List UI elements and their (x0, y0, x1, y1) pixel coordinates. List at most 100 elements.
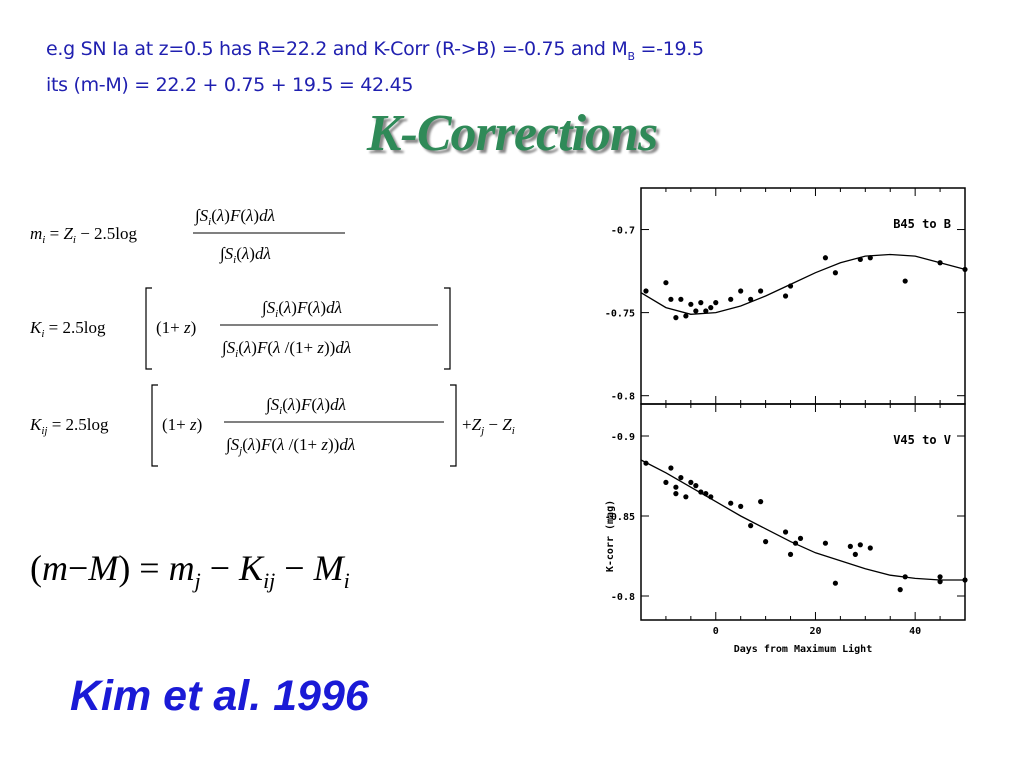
svg-text:Ki = 2.5log: Ki = 2.5log (30, 318, 106, 340)
data-point (643, 460, 649, 466)
cross-band-k-correction-equation: Kij = 2.5log (1+ z) ∫Si(λ)F(λ)dλ ∫Sj(λ)F… (30, 384, 515, 467)
data-point (668, 296, 674, 302)
data-point (937, 574, 943, 580)
magnitude-equation: mi = Zi − 2.5log ∫Si(λ)F(λ)dλ ∫Si(λ)dλ (30, 206, 345, 266)
svg-text:+Zj − Zi: +Zj − Zi (462, 415, 515, 437)
data-point (678, 296, 684, 302)
distance-modulus-equation: (m−M) = mj − Kij − Mi (30, 548, 350, 593)
svg-text:∫Si(λ)F(λ)dλ: ∫Si(λ)F(λ)dλ (194, 206, 275, 228)
fit-curve (640, 459, 965, 581)
svg-text:∫Sj(λ)F(λ /(1+ z))dλ: ∫Sj(λ)F(λ /(1+ z))dλ (225, 435, 355, 457)
data-point (937, 260, 943, 266)
k-correction-plot: -0.8 -0.75 -0.7 B45 to B -0.9 -0.85 -0.8 0 20 40… (605, 187, 968, 655)
intro-line-1: e.g SN Ia at z=0.5 has R=22.2 and K-Corr… (46, 38, 704, 63)
data-point (832, 580, 838, 586)
data-point (688, 479, 694, 485)
data-point (852, 551, 858, 557)
svg-text:mi = Zi − 2.5log: mi = Zi − 2.5log (30, 224, 138, 246)
intro-line-2: its (m-M) = 22.2 + 0.75 + 19.5 = 42.45 (46, 74, 414, 96)
plot-panel-b45-to-b: -0.8 -0.75 -0.7 B45 to B (605, 187, 968, 405)
intro-line-1-tail: =-19.5 (634, 38, 705, 60)
data-point (902, 278, 908, 284)
data-point (693, 308, 699, 314)
data-point (663, 280, 669, 286)
data-point (673, 484, 679, 490)
data-point (832, 270, 838, 276)
data-point (797, 535, 804, 541)
data-point (857, 542, 863, 548)
data-point (782, 529, 789, 535)
plot-panel-v45-to-v: -0.9 -0.85 -0.8 0 20 40 V45 to V (605, 403, 968, 637)
svg-text:∫Si(λ)dλ: ∫Si(λ)dλ (219, 244, 271, 266)
data-point (738, 503, 744, 509)
x-tick-label: 0 (713, 626, 719, 637)
panel-frame (640, 403, 966, 621)
data-point (962, 577, 968, 583)
intro-line-1-main: e.g SN Ia at z=0.5 has R=22.2 and K-Corr… (46, 38, 628, 60)
data-point (822, 540, 829, 546)
data-point (787, 551, 794, 557)
y-tick-label: -0.9 (611, 432, 635, 443)
y-tick-label: -0.8 (611, 392, 635, 403)
y-tick-label: -0.8 (611, 592, 635, 603)
svg-text:(1+ z): (1+ z) (156, 318, 196, 337)
x-axis-label: Days from Maximum Light (734, 643, 872, 655)
data-point (897, 587, 903, 593)
data-point (688, 301, 694, 307)
data-point (698, 489, 704, 495)
data-point (902, 574, 908, 580)
panel-label: B45 to B (893, 217, 951, 231)
data-point (703, 491, 709, 497)
data-point (792, 540, 799, 546)
data-point (758, 288, 764, 294)
data-point (867, 545, 873, 551)
data-point (758, 499, 764, 505)
svg-text:(m−M) = mj − Kij − Mi: (m−M) = mj − Kij − Mi (30, 548, 350, 593)
data-point (673, 315, 679, 321)
svg-text:(1+ z): (1+ z) (162, 415, 202, 434)
data-point (678, 475, 684, 481)
data-point (738, 288, 744, 294)
data-point (663, 479, 669, 485)
y-tick-label: -0.85 (605, 512, 635, 523)
y-axis-label: K-corr (mag) (605, 500, 616, 572)
data-point (683, 313, 689, 319)
intro-line-1-subscript: B (627, 49, 636, 63)
x-tick-label: 20 (809, 626, 821, 637)
data-point (698, 300, 704, 306)
data-point (703, 308, 709, 314)
data-point (708, 494, 714, 500)
data-point (782, 293, 789, 299)
data-point (713, 300, 719, 306)
data-point (962, 266, 968, 273)
data-point (787, 283, 794, 289)
y-tick-label: -0.75 (605, 309, 635, 320)
data-point (668, 465, 674, 471)
data-point (693, 483, 699, 489)
data-point (857, 256, 863, 263)
svg-text:∫Si(λ)F(λ /(1+ z))dλ: ∫Si(λ)F(λ /(1+ z))dλ (221, 338, 351, 360)
data-point (673, 491, 679, 497)
fit-curve (640, 253, 966, 315)
panel-label: V45 to V (893, 433, 951, 447)
data-point (937, 579, 943, 585)
y-tick-label: -0.7 (611, 226, 635, 237)
data-point (822, 255, 829, 261)
svg-text:Kij = 2.5log: Kij = 2.5log (30, 415, 109, 437)
x-tick-label: 40 (909, 626, 921, 637)
svg-text:∫Si(λ)F(λ)dλ: ∫Si(λ)F(λ)dλ (265, 395, 346, 417)
citation: Kim et al. 1996 (70, 672, 369, 720)
slide-title: K-Corrections (366, 105, 658, 162)
k-correction-equation: Ki = 2.5log (1+ z) ∫Si(λ)F(λ)dλ ∫Si(λ)F(… (30, 287, 451, 370)
data-point (683, 494, 689, 500)
data-point (847, 543, 853, 549)
data-point (728, 500, 734, 506)
data-point (708, 305, 714, 311)
data-point (867, 255, 873, 261)
svg-text:∫Si(λ)F(λ)dλ: ∫Si(λ)F(λ)dλ (261, 298, 342, 320)
data-point (748, 523, 754, 529)
data-point (748, 296, 754, 302)
data-point (763, 539, 769, 545)
data-point (643, 288, 649, 294)
data-point (728, 296, 734, 302)
